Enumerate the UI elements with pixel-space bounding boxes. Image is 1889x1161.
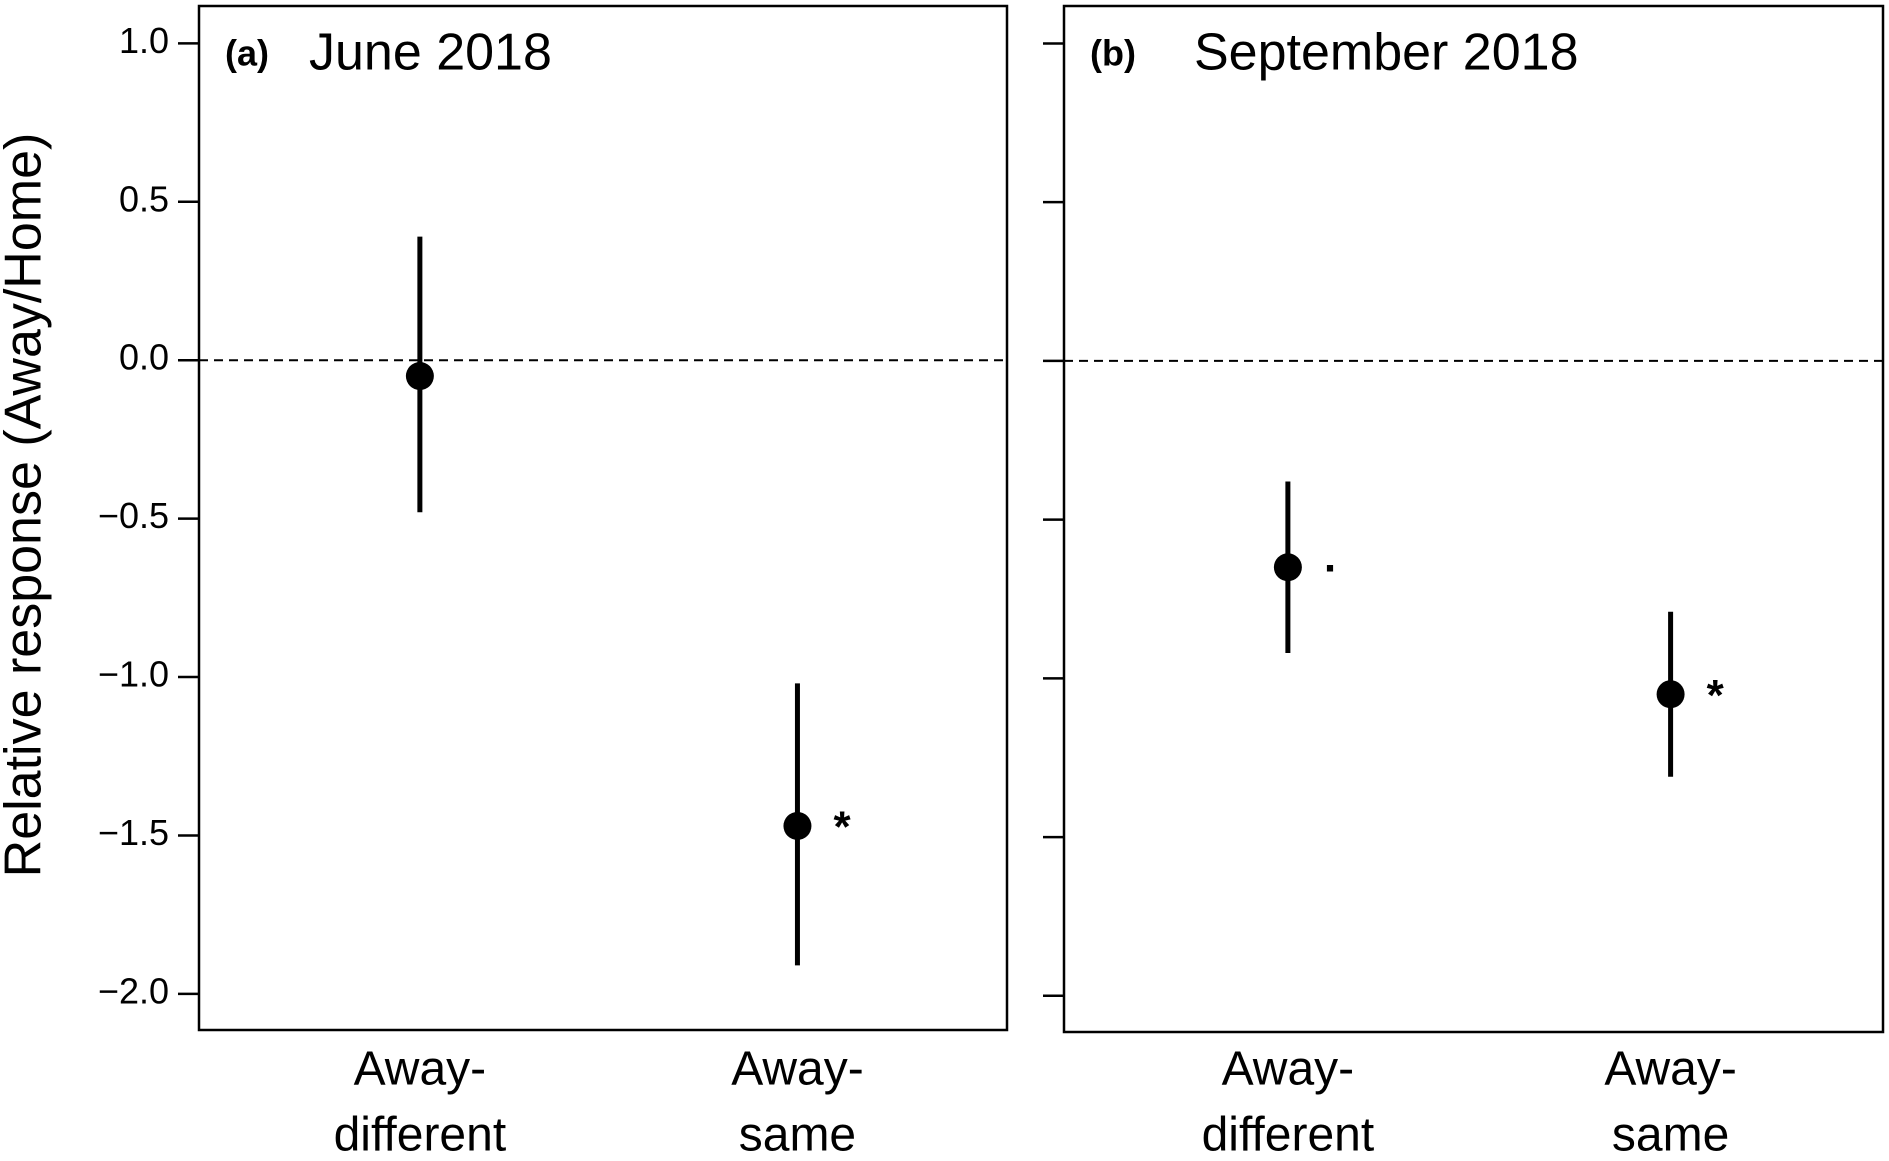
x-tick-label: same [739, 1109, 856, 1161]
x-tick-label: same [1612, 1109, 1729, 1161]
point [783, 811, 812, 840]
y-tick-label: 0.5 [119, 178, 169, 219]
y-tick-label: −1.0 [98, 654, 169, 695]
y-tick-label: −0.5 [98, 495, 169, 536]
x-tick-label: different [334, 1109, 507, 1161]
x-tick-label: Away- [1604, 1043, 1737, 1096]
plot-frame [1062, 4, 1885, 1034]
y-tick-label: 1.0 [119, 20, 169, 61]
significance-label: · [1324, 544, 1339, 593]
panel-title: September 2018 [1194, 24, 1579, 82]
x-tick-label: Away- [354, 1043, 487, 1096]
y-tick-label: 0.0 [119, 337, 169, 378]
panel-label: (a) [225, 33, 269, 74]
y-tick-label: −2.0 [98, 970, 169, 1011]
significance-label: * [1707, 671, 1725, 720]
x-tick-label: different [1202, 1109, 1375, 1161]
x-tick-label: Away- [1222, 1043, 1355, 1096]
point [1273, 553, 1302, 582]
x-tick-label: Away- [731, 1043, 864, 1096]
y-axis-label: Relative response (Away/Home) [0, 133, 53, 878]
point [405, 362, 434, 391]
panel-title: June 2018 [309, 24, 552, 82]
point [1656, 680, 1685, 709]
significance-label: * [833, 803, 851, 852]
panel-label: (b) [1090, 33, 1136, 74]
y-tick-label: −1.5 [98, 812, 169, 853]
plot-frame [197, 4, 1009, 1032]
